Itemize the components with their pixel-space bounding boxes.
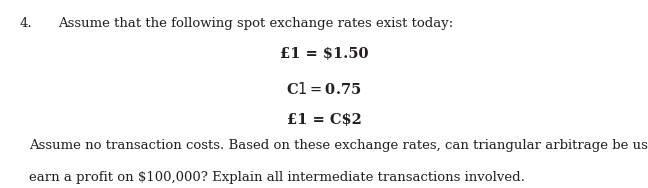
Text: Assume that the following spot exchange rates exist today:: Assume that the following spot exchange … <box>58 17 454 30</box>
Text: £1 = C$2: £1 = C$2 <box>286 113 362 127</box>
Text: earn a profit on $100,000? Explain all intermediate transactions involved.: earn a profit on $100,000? Explain all i… <box>29 171 525 184</box>
Text: 4.: 4. <box>19 17 32 30</box>
Text: £1 = $1.50: £1 = $1.50 <box>280 47 368 61</box>
Text: C$1 = $0.75: C$1 = $0.75 <box>286 81 362 97</box>
Text: Assume no transaction costs. Based on these exchange rates, can triangular arbit: Assume no transaction costs. Based on th… <box>29 139 648 152</box>
